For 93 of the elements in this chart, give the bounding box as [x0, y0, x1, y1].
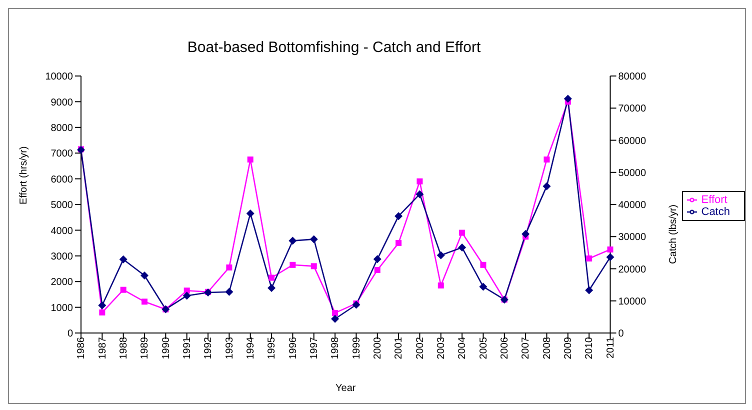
point — [98, 301, 106, 310]
point — [184, 288, 190, 294]
y-tick-label: 2000 — [50, 277, 74, 288]
point — [522, 230, 530, 238]
y2-tick-label: 60000 — [618, 136, 646, 147]
x-tick-label: 2005 — [478, 336, 490, 360]
y2-tick-label: 80000 — [618, 72, 646, 83]
y2-tick-label: 70000 — [618, 104, 646, 115]
y-tick-label: 9000 — [50, 97, 74, 108]
x-tick-label: 1992 — [203, 336, 214, 360]
y-tick-label: 7000 — [50, 148, 74, 160]
point — [480, 262, 486, 268]
y-tick-label: 3000 — [50, 251, 74, 262]
x-tick-label: 2003 — [436, 336, 447, 360]
point — [225, 288, 234, 296]
point — [374, 267, 380, 274]
point — [416, 178, 423, 184]
x-tick-label: 2009 — [563, 336, 574, 360]
point — [352, 300, 360, 309]
point — [479, 282, 488, 291]
point — [436, 251, 445, 260]
point — [310, 235, 318, 244]
x-tick-label: 1994 — [245, 336, 256, 360]
point — [290, 262, 296, 268]
point — [458, 244, 466, 252]
y2-axis-title: Catch (lbs/yr) — [668, 204, 679, 264]
y-axis-title: Effort (hrs/yr) — [18, 146, 30, 204]
y-tick-label: 4000 — [50, 226, 74, 237]
y2-tick-label: 20000 — [618, 264, 646, 276]
x-tick-label: 1995 — [266, 336, 278, 360]
y2-tick-label: 50000 — [618, 168, 646, 179]
x-tick-label: 2000 — [372, 336, 384, 360]
point — [394, 212, 403, 220]
point — [459, 230, 466, 236]
point — [247, 156, 254, 163]
point — [182, 292, 191, 300]
x-tick-label: 1991 — [182, 336, 193, 360]
x-tick-label: 1996 — [288, 336, 299, 360]
point — [119, 255, 128, 264]
x-tick-label: 1989 — [140, 336, 151, 360]
point — [585, 286, 594, 294]
point — [288, 236, 297, 245]
x-tick-label: 2007 — [520, 336, 532, 360]
y2-tick-label: 30000 — [618, 232, 646, 244]
point — [542, 182, 551, 190]
point — [606, 253, 614, 262]
point — [246, 209, 254, 218]
point — [120, 286, 126, 293]
point — [99, 309, 106, 316]
x-tick-label: 1987 — [97, 336, 108, 360]
y-tick-label: 0 — [67, 328, 74, 340]
x-tick-label: 2006 — [500, 336, 510, 360]
point — [544, 156, 550, 163]
point — [310, 263, 317, 270]
y-tick-label: 8000 — [50, 122, 74, 134]
x-axis-title: Year — [336, 383, 356, 394]
point — [142, 298, 148, 305]
y-tick-label: 6000 — [50, 174, 74, 186]
point — [438, 282, 444, 288]
point — [226, 264, 232, 270]
x-tick-label: 2008 — [542, 336, 553, 360]
y2-tick-label: 40000 — [618, 200, 646, 212]
x-tick-label: 1988 — [118, 336, 130, 360]
x-tick-label: 1990 — [160, 336, 172, 360]
point — [331, 314, 340, 323]
y-tick-label: 5000 — [50, 200, 74, 212]
point — [332, 310, 338, 316]
x-tick-label: 1998 — [330, 336, 342, 360]
point — [373, 255, 382, 264]
x-tick-label: 1997 — [308, 336, 320, 360]
x-tick-label: 2004 — [457, 336, 468, 360]
point — [140, 271, 149, 280]
point — [607, 246, 614, 252]
x-tick-label: 1999 — [351, 336, 362, 360]
x-tick-label: 2001 — [394, 336, 405, 360]
x-tick-label: 1986 — [76, 336, 88, 360]
point — [416, 190, 424, 198]
point — [268, 284, 276, 292]
point — [586, 255, 592, 262]
x-tick-label: 2002 — [414, 336, 426, 360]
point — [268, 274, 275, 281]
y-tick-label: 1000 — [50, 302, 74, 314]
x-tick-label: 2010 — [584, 336, 596, 360]
x-tick-label: 1993 — [224, 336, 236, 360]
y2-tick-label: 0 — [618, 328, 624, 340]
legend-label: Catch — [701, 206, 730, 218]
point — [396, 240, 402, 246]
point — [564, 94, 572, 103]
y2-tick-label: 10000 — [618, 296, 646, 308]
legend-label: Effort — [701, 194, 728, 206]
chart-title: Boat-based Bottomfishing - Catch and Effort — [186, 39, 482, 56]
y-tick-label: 10000 — [45, 72, 74, 83]
x-tick-label: 2011 — [605, 336, 616, 359]
